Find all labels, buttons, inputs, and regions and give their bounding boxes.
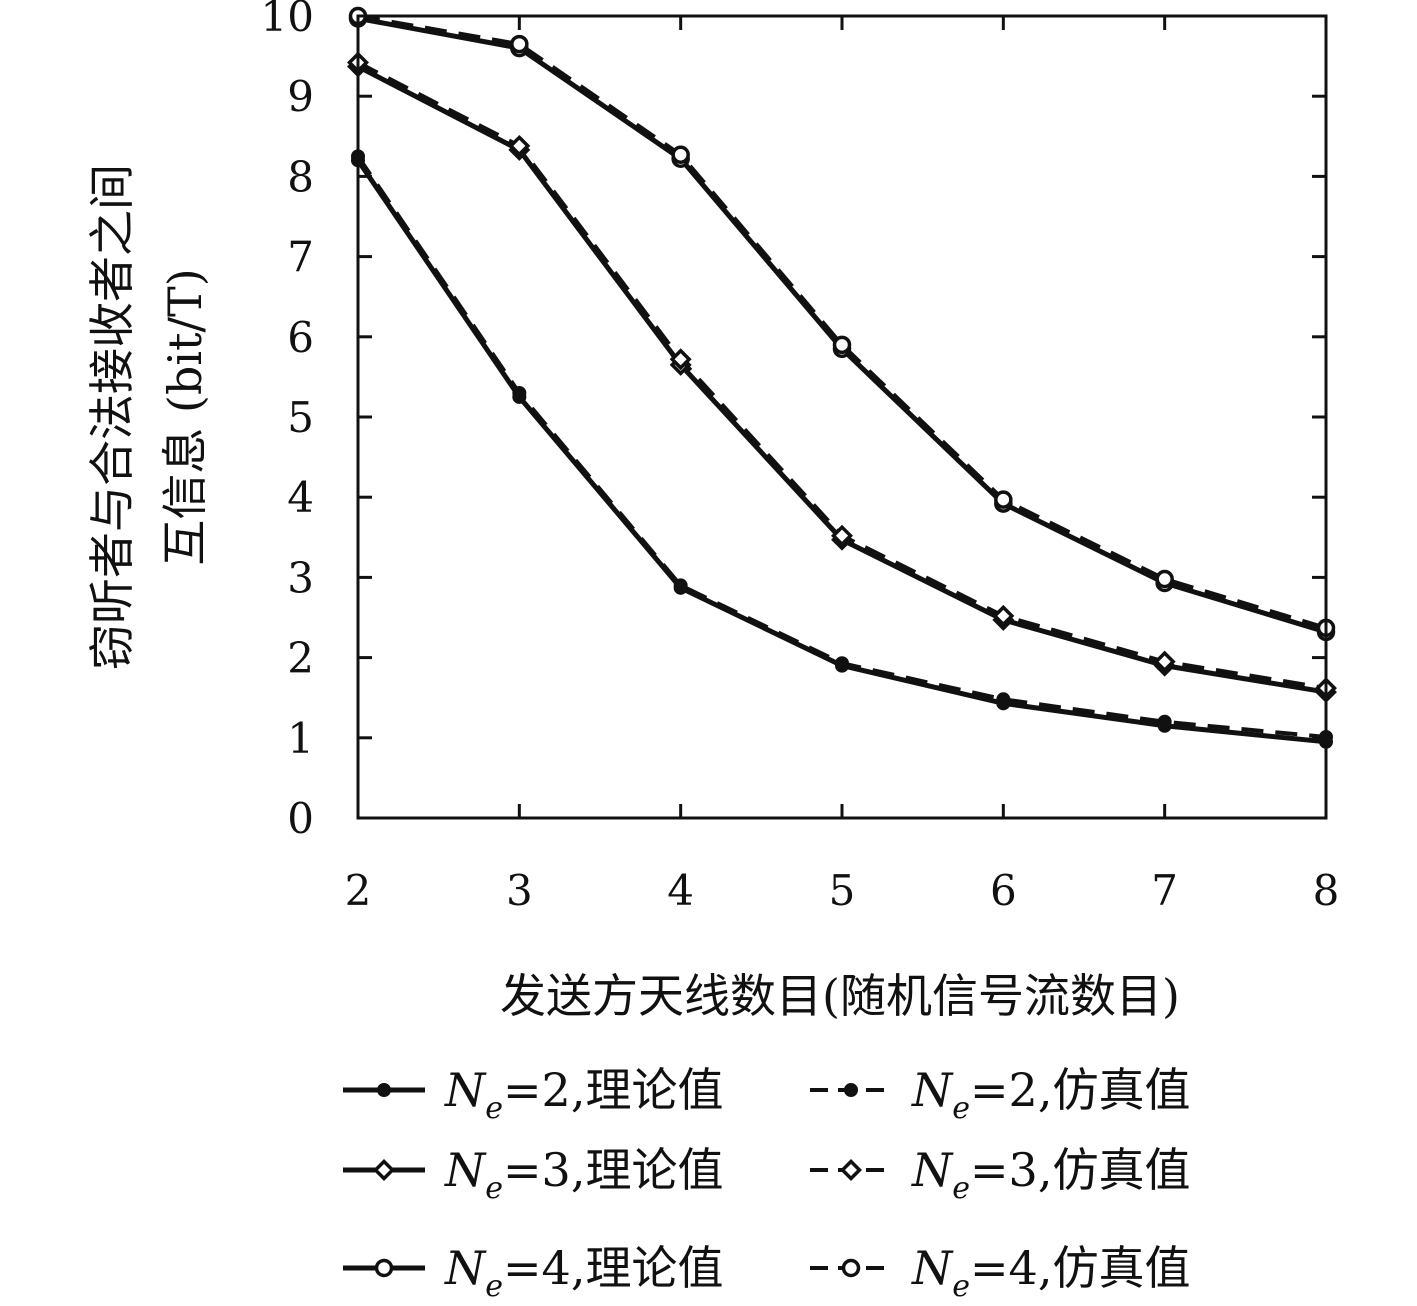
series-2-marker <box>673 578 688 593</box>
y-tick-label: 10 <box>261 0 314 41</box>
plot-frame <box>356 14 1328 820</box>
legend-label-5: Ne=4,理论值 <box>444 1241 723 1304</box>
legend-label-3: Ne=3,理论值 <box>444 1143 723 1206</box>
x-tick-label: 4 <box>667 866 694 915</box>
legend-marker-6 <box>841 1258 861 1278</box>
legend: Ne=2,理论值 Ne=2,仿真值 Ne=3,理论值 Ne=3,仿真值 Ne=4,理论值… <box>343 1063 1190 1304</box>
x-tick-label: 6 <box>990 866 1017 915</box>
series-4-marker <box>992 604 1015 627</box>
y-tick-label: 9 <box>287 72 314 121</box>
y-tick-label: 5 <box>287 393 314 442</box>
legend-marker-3 <box>373 1159 395 1181</box>
series-4-marker <box>669 348 692 371</box>
axes: 0 1 2 3 4 5 6 7 8 9 10 2 3 4 5 6 7 8 发送方天线数目(随机信号流数目) 窃听者与合… <box>85 0 1339 1023</box>
series-4-marker <box>831 524 853 547</box>
series-2-marker <box>512 385 527 400</box>
series-6-marker <box>832 335 852 355</box>
legend-label-4: Ne=3,仿真值 <box>911 1143 1190 1206</box>
y-tick-label: 2 <box>287 634 314 683</box>
series-4-marker <box>508 134 531 157</box>
series-6-marker <box>510 34 529 54</box>
legend-label-2: Ne=2,仿真值 <box>911 1063 1190 1126</box>
y-tick-label: 4 <box>287 473 314 522</box>
series-line-2 <box>356 155 1327 739</box>
series-6-marker <box>1155 569 1174 589</box>
x-tick-label: 2 <box>345 866 372 915</box>
series-2-marker <box>1157 714 1172 729</box>
series-2-marker <box>835 656 849 671</box>
y-axis-title-line-1: 窃听者与合法接收者之间 <box>85 164 139 670</box>
legend-marker-1 <box>377 1083 391 1097</box>
legend-marker-4 <box>840 1159 862 1181</box>
series-6-marker <box>671 145 690 164</box>
legend-label-1: Ne=2,理论值 <box>444 1063 723 1126</box>
x-tick-label: 3 <box>506 866 533 915</box>
plot-area <box>347 6 1337 749</box>
y-axis-title-line-2: 互信息 (bit/T) <box>158 268 212 565</box>
series-2-marker <box>996 692 1011 707</box>
series-line-3 <box>356 64 1327 695</box>
legend-marker-5 <box>374 1258 394 1278</box>
series-6-marker <box>994 490 1013 509</box>
x-tick-label: 5 <box>829 866 856 915</box>
y-tick-label: 6 <box>287 313 314 362</box>
y-tick-label: 7 <box>287 233 314 282</box>
x-axis-title: 发送方天线数目(随机信号流数目) <box>500 969 1180 1023</box>
y-tick-label: 1 <box>287 714 314 763</box>
y-tick-label: 0 <box>287 794 314 843</box>
series-4-marker <box>1153 650 1176 673</box>
x-tick-label: 7 <box>1151 866 1178 915</box>
series-line-1 <box>355 158 1327 745</box>
y-tick-label: 3 <box>287 553 314 602</box>
legend-marker-2 <box>844 1083 858 1097</box>
y-tick-label: 8 <box>287 152 314 201</box>
legend-label-6: Ne=4,仿真值 <box>911 1241 1190 1304</box>
x-tick-label: 8 <box>1313 866 1340 915</box>
